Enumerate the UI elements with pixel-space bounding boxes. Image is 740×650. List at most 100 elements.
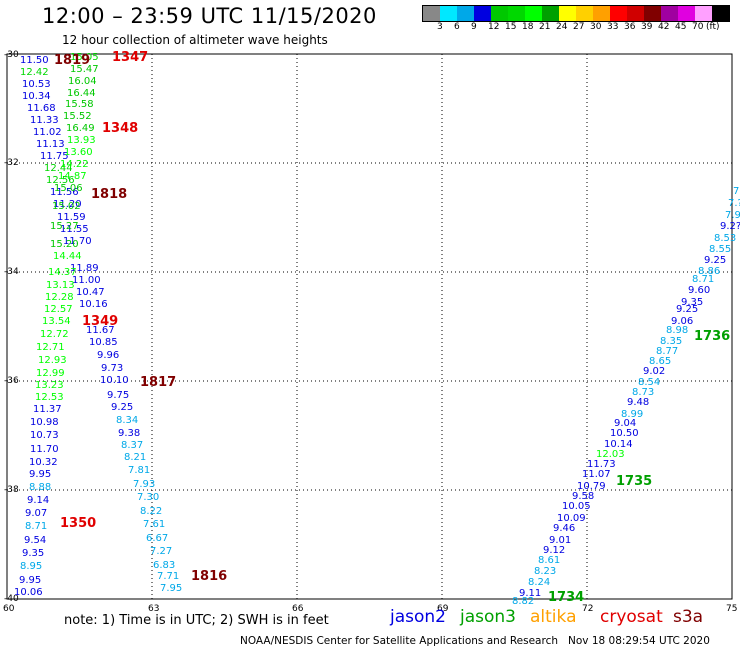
wave-height-reading: 8.24 [528, 577, 551, 588]
lat-label: -32 [4, 158, 19, 168]
wave-height-reading: 9.25 [704, 255, 727, 266]
wave-height-reading: 11.89 [70, 263, 99, 274]
wave-height-reading: 7.61 [143, 519, 166, 530]
wave-height-reading: 11.68 [27, 103, 56, 114]
legend-swatch [559, 6, 576, 21]
wave-height-reading: 10.06 [14, 587, 43, 598]
legend-swatch [491, 6, 508, 21]
satellite-legend-item: jason2 [390, 607, 446, 627]
credit-line: NOAA/NESDIS Center for Satellite Applica… [240, 635, 710, 647]
wave-height-reading: 9.02 [643, 366, 666, 377]
wave-height-reading: 7.30 [137, 492, 160, 503]
wave-height-reading: 16.04 [68, 76, 97, 87]
wave-height-reading: 10.16 [79, 299, 108, 310]
wave-height-reading: 8.77 [656, 346, 679, 357]
footnote: note: 1) Time is in UTC; 2) SWH is in fe… [64, 613, 329, 628]
lon-label: 72 [582, 604, 594, 614]
wave-height-reading: 8.88 [29, 482, 52, 493]
wave-height-reading: 15.05 [70, 52, 99, 63]
wave-height-reading: 12.44 [44, 163, 73, 174]
pass-time-label: 1818 [91, 187, 128, 202]
wave-height-reading: 9.58 [572, 491, 595, 502]
wave-height-reading: 8.73 [632, 387, 655, 398]
wave-height-reading: 9.46 [553, 523, 576, 534]
wave-height-reading: 7.27 [150, 546, 173, 557]
satellite-legend-item: altika [530, 607, 577, 627]
wave-height-reading: 8.61 [538, 555, 561, 566]
wave-height-reading: 8.53 [714, 233, 737, 244]
wave-height-reading: 13.13 [46, 280, 75, 291]
wave-height-reading: 6.67 [146, 533, 169, 544]
pass-time-label: 1816 [191, 569, 228, 584]
pass-time-label: 1817 [140, 375, 177, 390]
legend-swatch [644, 6, 661, 21]
wave-height-reading: 11.55 [60, 224, 89, 235]
wave-height-reading: 8.71 [692, 274, 715, 285]
wave-height-reading: 15.52 [63, 111, 92, 122]
legend-label: 6 [454, 22, 460, 32]
legend-swatch [695, 6, 712, 21]
color-scale-legend [422, 5, 730, 22]
wave-height-reading: 9.12 [543, 545, 566, 556]
wave-height-reading: 8.82 [512, 596, 535, 607]
lat-label: -40 [4, 594, 19, 604]
wave-height-reading: 15.02 [52, 201, 81, 212]
wave-height-reading: 9.14 [27, 495, 50, 506]
wave-height-reading: 13.93 [67, 135, 96, 146]
lat-label: -30 [4, 50, 19, 60]
wave-height-reading: 11.67 [86, 325, 115, 336]
legend-swatch [440, 6, 457, 21]
map-subtitle: 12 hour collection of altimeter wave hei… [62, 33, 328, 47]
wave-height-reading: 9.54 [24, 535, 47, 546]
wave-height-reading: 14.44 [53, 251, 82, 262]
wave-height-reading: 12.71 [36, 342, 65, 353]
legend-swatch [610, 6, 627, 21]
lon-label: 75 [726, 604, 738, 614]
wave-height-reading: 9.35 [681, 297, 704, 308]
wave-height-reading: 10.73 [30, 430, 59, 441]
wave-height-reading: 15.06 [54, 183, 83, 194]
wave-height-reading: 13.60 [64, 147, 93, 158]
wave-height-reading: 11.33 [30, 115, 59, 126]
legend-swatch [576, 6, 593, 21]
pass-time-label: 1819 [54, 53, 91, 68]
legend-label: 70 [692, 22, 704, 32]
lon-label: 63 [148, 604, 160, 614]
wave-height-reading: 14.22 [60, 159, 89, 170]
wave-height-reading: 15.20 [50, 239, 79, 250]
wave-height-reading: 15.58 [65, 99, 94, 110]
lon-label: 60 [3, 604, 15, 614]
wave-height-reading: 10.47 [76, 287, 105, 298]
wave-height-reading: 16.44 [67, 88, 96, 99]
wave-height-reading: 10.98 [30, 417, 59, 428]
wave-height-reading: 9.96 [97, 350, 120, 361]
wave-height-reading: 12.28 [45, 292, 74, 303]
legend-label: 33 [607, 22, 619, 32]
legend-label: 24 [556, 22, 568, 32]
wave-height-reading: 8.86 [698, 266, 721, 277]
legend-label: 18 [522, 22, 534, 32]
legend-swatch [661, 6, 678, 21]
wave-height-reading: 9.25 [111, 402, 134, 413]
wave-height-reading: 9.25 [676, 304, 699, 315]
satellite-legend-item: s3a [673, 607, 704, 627]
wave-height-reading: 8.23 [534, 566, 557, 577]
wave-height-reading: 10.34 [22, 91, 51, 102]
wave-height-reading: 9.95 [19, 575, 42, 586]
wave-height-reading: 10.14 [604, 439, 633, 450]
satellite-legend-item: jason3 [460, 607, 516, 627]
wave-height-reading: 12.42 [20, 67, 49, 78]
wave-height-reading: 16.49 [66, 123, 95, 134]
satellite-legend-item: cryosat [600, 607, 663, 627]
legend-label: 12 [488, 22, 500, 32]
wave-height-reading: 12.72 [40, 329, 69, 340]
legend-swatch [678, 6, 695, 21]
wave-height-reading: 7.9? [725, 210, 740, 221]
wave-height-reading: 7.? [728, 198, 740, 209]
wave-height-reading: 12.99 [36, 368, 65, 379]
map-title: 12:00 – 23:59 UTC 11/15/2020 [42, 4, 377, 28]
wave-height-reading: 10.09 [557, 513, 586, 524]
wave-height-reading: 15.27 [50, 221, 79, 232]
wave-height-reading: 9.95 [29, 469, 52, 480]
